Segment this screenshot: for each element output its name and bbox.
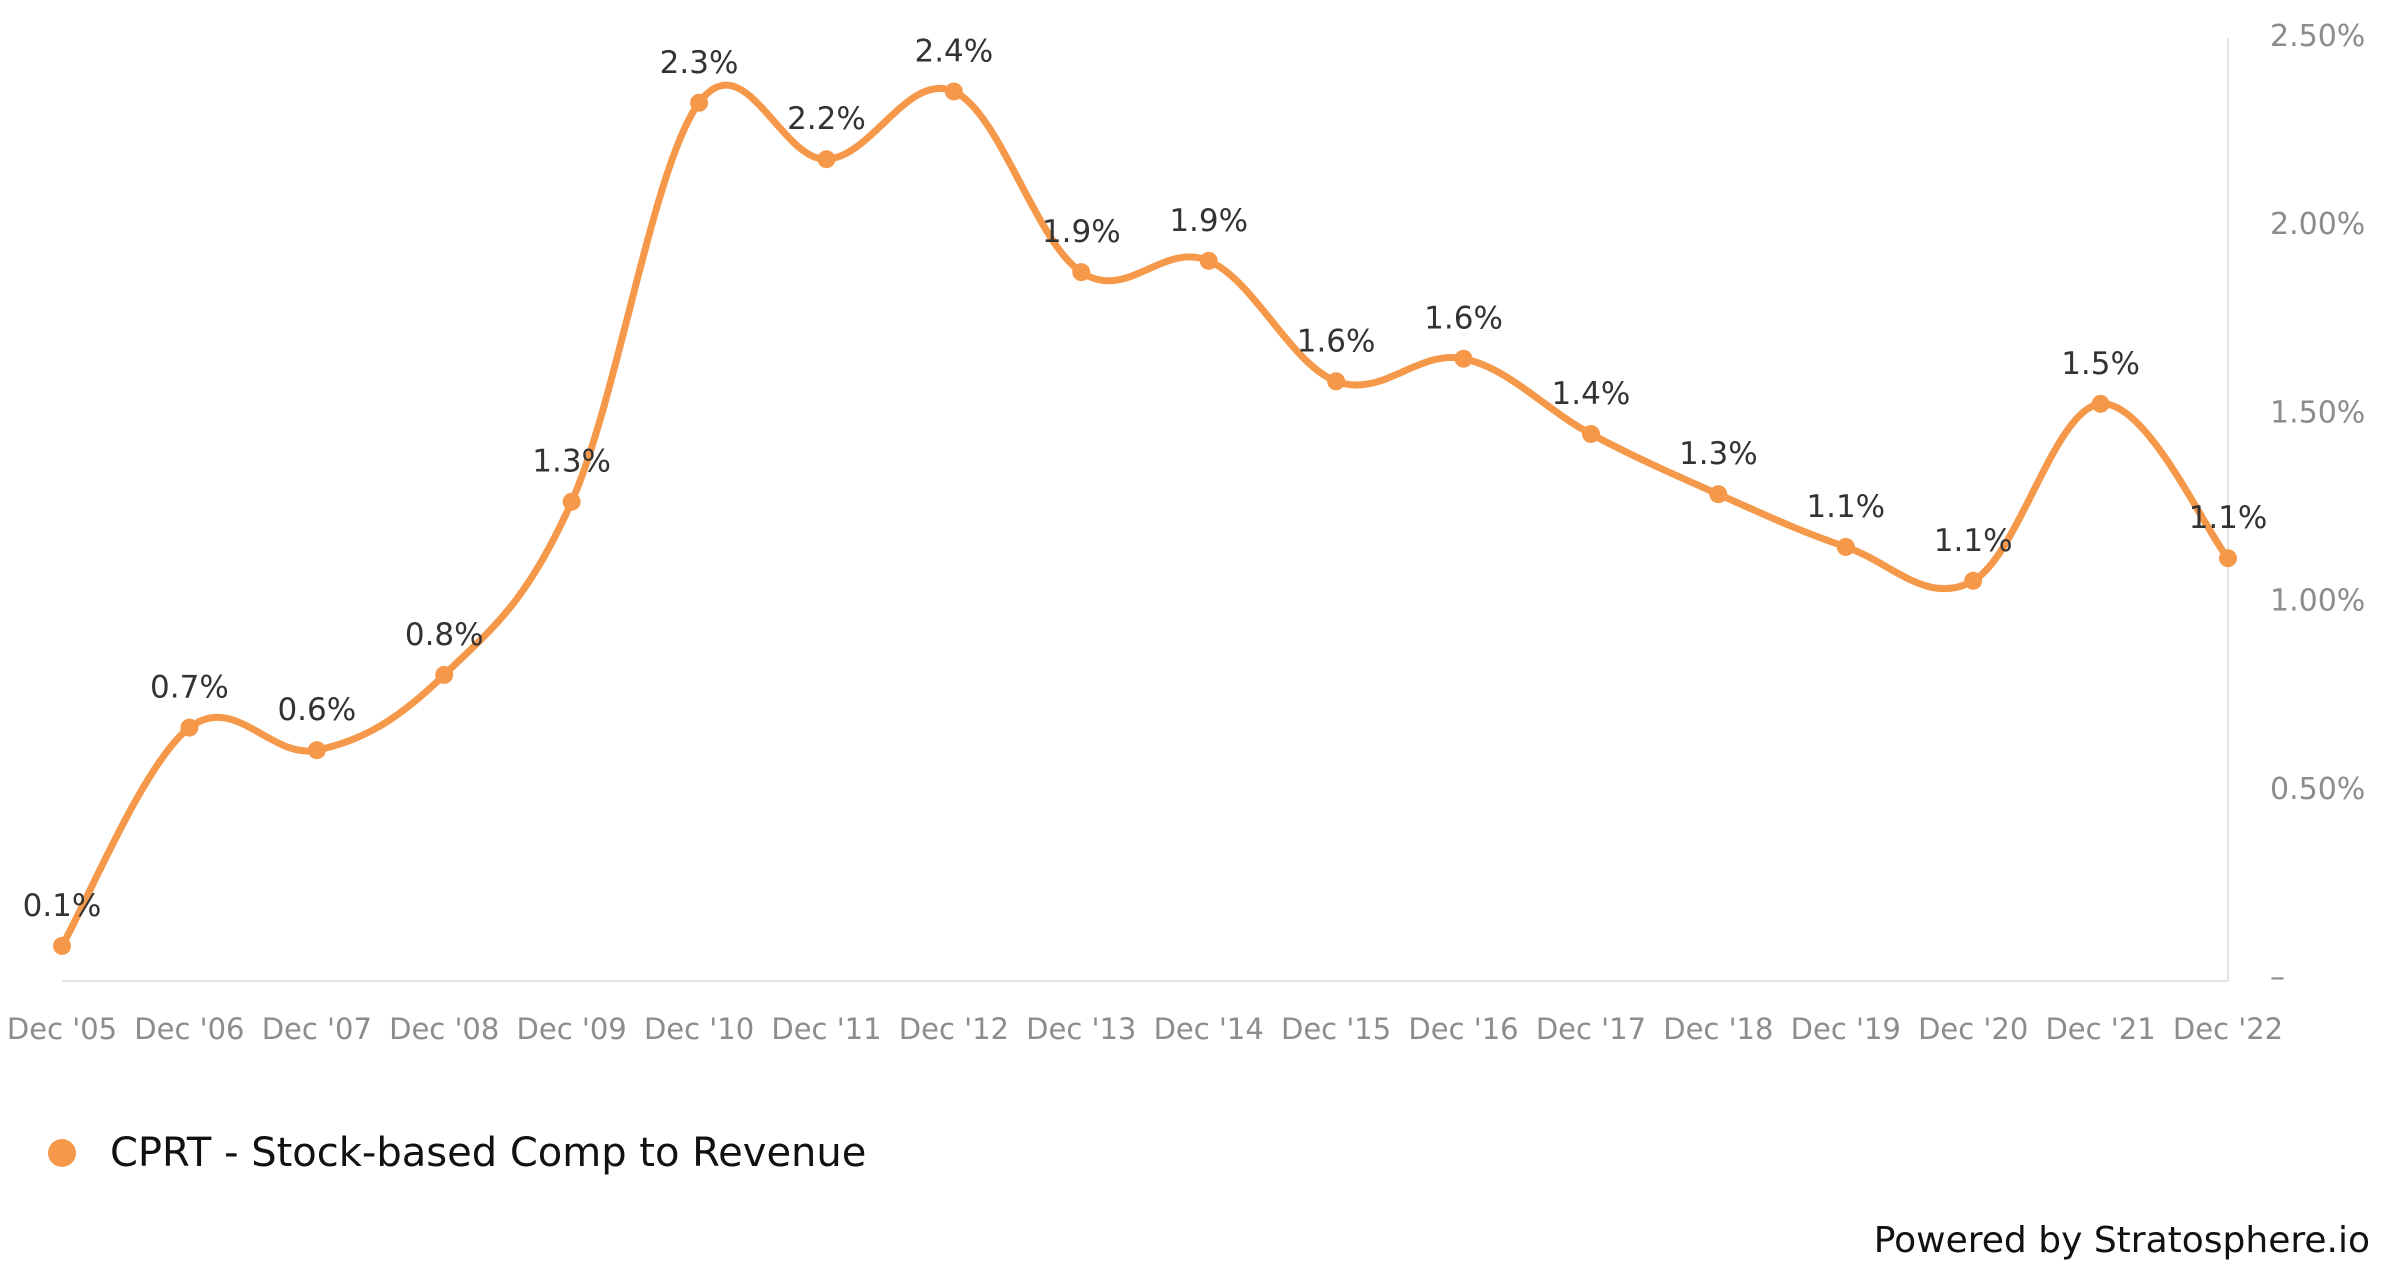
data-label: 1.1% xyxy=(2189,500,2268,536)
data-label: 2.4% xyxy=(914,33,993,69)
data-point xyxy=(53,936,71,955)
data-label: 0.7% xyxy=(150,670,229,706)
legend-label: CPRT - Stock-based Comp to Revenue xyxy=(110,1130,867,1176)
data-label: 1.3% xyxy=(532,444,611,480)
data-label: 1.6% xyxy=(1424,301,1503,337)
data-point xyxy=(944,82,963,101)
y-tick-label: 2.00% xyxy=(2270,207,2365,242)
data-point xyxy=(1964,571,1983,590)
x-tick-label: Dec '16 xyxy=(1408,1012,1518,1046)
data-point xyxy=(562,492,581,511)
data-point xyxy=(2091,394,2110,413)
x-tick-label: Dec '07 xyxy=(262,1012,372,1046)
data-point xyxy=(1072,263,1091,282)
series-line xyxy=(58,81,2232,950)
x-tick-label: Dec '21 xyxy=(2045,1012,2155,1046)
x-tick-label: Dec '14 xyxy=(1154,1012,1264,1046)
x-tick-label: Dec '08 xyxy=(389,1012,499,1046)
x-tick-label: Dec '19 xyxy=(1791,1012,1901,1046)
x-tick-label: Dec '15 xyxy=(1281,1012,1391,1046)
data-label: 1.1% xyxy=(1934,523,2013,559)
data-label: 1.5% xyxy=(2061,346,2140,382)
y-tick-label: 0.50% xyxy=(2270,772,2365,807)
data-label: 1.9% xyxy=(1042,214,1121,250)
data-point xyxy=(1454,349,1473,368)
data-point xyxy=(180,718,199,737)
x-tick-label: Dec '06 xyxy=(134,1012,244,1046)
data-label: 1.9% xyxy=(1169,203,1248,239)
x-tick-label: Dec '11 xyxy=(771,1012,881,1046)
data-label: 0.8% xyxy=(405,617,484,653)
data-point xyxy=(2219,549,2237,568)
data-label: 0.1% xyxy=(23,888,102,924)
x-tick-label: Dec '09 xyxy=(517,1012,627,1046)
credit-text: Powered by Stratosphere.io xyxy=(1873,1220,2370,1261)
data-point xyxy=(817,150,836,169)
x-tick-label: Dec '10 xyxy=(644,1012,754,1046)
data-label: 2.3% xyxy=(660,45,739,81)
data-label: 0.6% xyxy=(277,692,356,728)
data-point xyxy=(307,741,326,760)
y-tick-label: – xyxy=(2270,960,2285,995)
legend[interactable]: CPRT - Stock-based Comp to Revenue xyxy=(48,1128,866,1178)
data-label: 2.2% xyxy=(787,101,866,137)
x-tick-label: Dec '05 xyxy=(7,1012,117,1046)
data-label: 1.3% xyxy=(1679,436,1758,472)
x-tick-label: Dec '13 xyxy=(1026,1012,1136,1046)
y-tick-label: 2.50% xyxy=(2270,19,2365,54)
data-point xyxy=(1836,537,1855,556)
data-label: 1.1% xyxy=(1806,489,1885,525)
x-tick-label: Dec '17 xyxy=(1536,1012,1646,1046)
y-tick-label: 1.00% xyxy=(2270,584,2365,619)
y-tick-label: 1.50% xyxy=(2270,395,2365,430)
data-point xyxy=(1581,424,1600,443)
data-point xyxy=(435,665,454,684)
x-tick-label: Dec '22 xyxy=(2173,1012,2283,1046)
data-point xyxy=(1199,251,1218,270)
data-label: 1.6% xyxy=(1297,323,1376,359)
x-tick-label: Dec '20 xyxy=(1918,1012,2028,1046)
x-tick-label: Dec '18 xyxy=(1663,1012,1773,1046)
x-tick-label: Dec '12 xyxy=(899,1012,1009,1046)
data-label: 1.4% xyxy=(1552,376,1631,412)
data-point xyxy=(690,93,709,112)
data-point xyxy=(1327,372,1346,391)
data-point xyxy=(1709,485,1728,504)
legend-marker-icon xyxy=(48,1139,76,1167)
